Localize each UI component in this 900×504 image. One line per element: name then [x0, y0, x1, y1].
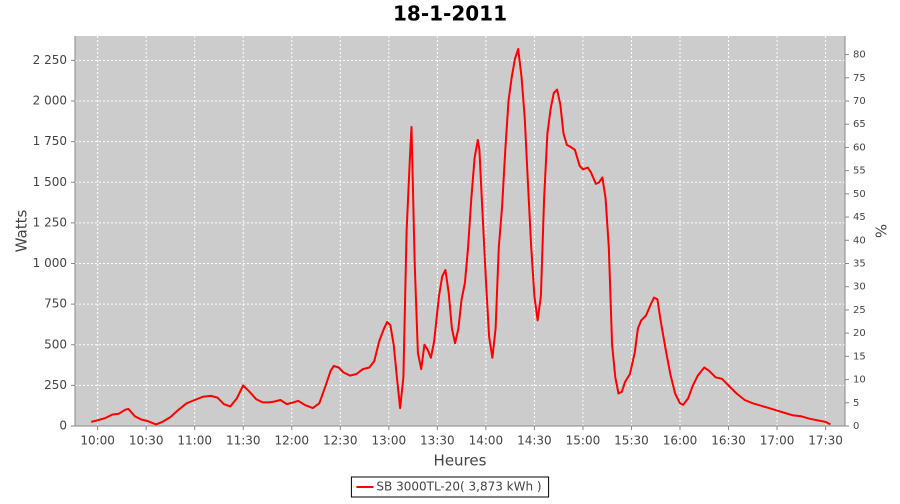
x-tick-label: 10:30: [129, 434, 164, 448]
series-line: [90, 48, 831, 426]
plot-area: [75, 36, 845, 426]
x-tick-label: 16:00: [663, 434, 698, 448]
y2-tick-label: 60: [853, 142, 866, 153]
y2-tick-label: 55: [853, 166, 866, 177]
y2-tick-label: 50: [853, 189, 866, 200]
y-tick-label: 2 000: [33, 94, 67, 108]
y2-tick-label: 70: [853, 96, 866, 107]
x-tick-label: 17:00: [760, 434, 795, 448]
y-tick-label: 750: [44, 297, 67, 311]
y2-tick-label: 15: [853, 351, 866, 362]
legend-label: SB 3000TL-20( 3,873 kWh ): [376, 480, 541, 494]
x-tick-label: 10:00: [80, 434, 115, 448]
legend: SB 3000TL-20( 3,873 kWh ): [350, 476, 550, 498]
x-tick-label: 13:00: [372, 434, 407, 448]
y2-tick-label: 75: [853, 73, 866, 84]
y-tick-label: 250: [44, 378, 67, 392]
x-tick-label: 12:00: [274, 434, 309, 448]
x-tick-label: 14:30: [517, 434, 552, 448]
y2-tick-label: 0: [853, 421, 859, 432]
y-tick-label: 2 250: [33, 53, 67, 67]
y2-tick-label: 40: [853, 235, 866, 246]
y2-tick-label: 35: [853, 259, 866, 270]
y2-tick-label: 5: [853, 398, 859, 409]
y-axis-label: Watts: [13, 210, 31, 253]
x-tick-label: 11:30: [226, 434, 261, 448]
y2-tick-label: 25: [853, 305, 866, 316]
x-tick-label: 17:30: [808, 434, 843, 448]
y2-tick-label: 45: [853, 212, 866, 223]
y-tick-label: 0: [59, 419, 67, 433]
y-tick-label: 1 000: [33, 256, 67, 270]
y-tick-label: 1 500: [33, 175, 67, 189]
x-tick-label: 16:30: [711, 434, 746, 448]
x-tick-label: 14:00: [469, 434, 504, 448]
y2-tick-label: 80: [853, 50, 866, 61]
y2-axis-label: %: [872, 224, 890, 238]
x-tick-label: 11:00: [177, 434, 212, 448]
x-tick-label: 13:30: [420, 434, 455, 448]
chart-title: 18-1-2011: [393, 2, 507, 26]
y-tick-label: 1 750: [33, 134, 67, 148]
y2-tick-label: 20: [853, 328, 866, 339]
y2-tick-label: 10: [853, 375, 866, 386]
y2-tick-label: 65: [853, 119, 866, 130]
y2-tick-label: 30: [853, 282, 866, 293]
y-tick-label: 1 250: [33, 215, 67, 229]
x-tick-label: 15:00: [566, 434, 601, 448]
x-tick-label: 15:30: [614, 434, 649, 448]
legend-box: [350, 476, 550, 498]
x-tick-label: 12:30: [323, 434, 358, 448]
x-axis-label: Heures: [434, 452, 487, 470]
y-tick-label: 500: [44, 337, 67, 351]
